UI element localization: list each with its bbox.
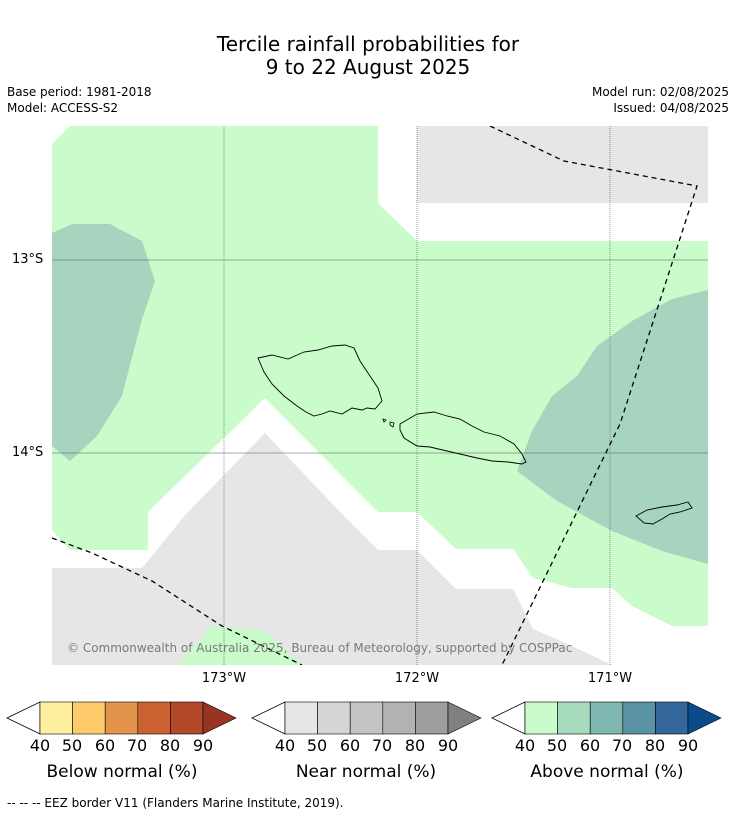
colorbar-tick: 60 xyxy=(94,736,116,755)
colorbar-tick: 60 xyxy=(579,736,601,755)
colorbar-tick: 60 xyxy=(339,736,361,755)
above-normal-50-region-east xyxy=(517,290,708,564)
colorbar-segment-near-60 xyxy=(349,701,384,735)
colorbar-tick: 70 xyxy=(611,736,633,755)
colorbar-tick: 90 xyxy=(192,736,214,755)
near-normal-label: Near normal (%) xyxy=(295,762,437,782)
colorbar-segment-near-80 xyxy=(415,701,449,735)
near-normal-region-north xyxy=(417,126,708,203)
chart-title-line-1: Tercile rainfall probabilities for xyxy=(216,32,520,56)
colorbar-segment-below-80 xyxy=(170,701,204,735)
colorbar-segment-near-90 xyxy=(447,701,482,735)
eez-border xyxy=(489,126,698,665)
lat-label: 14°S xyxy=(12,445,44,460)
colorbar-tick: 40 xyxy=(29,736,51,755)
colorbar-segment-above-70 xyxy=(622,701,656,735)
probability-map xyxy=(52,126,708,665)
colorbar-tick: 50 xyxy=(546,736,568,755)
eez-border xyxy=(52,537,303,665)
issued-date: Issued: 04/08/2025 xyxy=(613,101,729,115)
above-normal-region-main xyxy=(52,126,708,626)
colorbar-segment-above-80 xyxy=(655,701,689,735)
above-normal-region-south xyxy=(178,626,302,665)
colorbar-segment-below-40 xyxy=(39,701,73,735)
colorbar-segment-above-40 xyxy=(524,701,558,735)
colorbar-segment-near-50 xyxy=(317,701,351,735)
colorbar-tick: 90 xyxy=(437,736,459,755)
below-normal-label: Below normal (%) xyxy=(46,762,198,782)
colorbars xyxy=(6,701,722,735)
eez-footnote: -- -- -- EEZ border V11 (Flanders Marine… xyxy=(7,796,344,810)
colorbar-above-normal xyxy=(491,701,722,735)
colorbar-segment-above-90 xyxy=(687,701,722,735)
colorbar-tick: 40 xyxy=(274,736,296,755)
lon-label: 173°W xyxy=(201,671,247,686)
colorbar-segment-below-90 xyxy=(202,701,237,735)
upolu-island xyxy=(399,411,527,465)
colorbar-tick: 80 xyxy=(644,736,666,755)
colorbar-segment-below-50 xyxy=(72,701,106,735)
lat-label: 13°S xyxy=(12,252,44,267)
colorbar-tick: 70 xyxy=(371,736,393,755)
colorbar-tick: 50 xyxy=(306,736,328,755)
colorbar-segment-below-60 xyxy=(104,701,139,735)
copyright-notice: © Commonwealth of Australia 2025, Bureau… xyxy=(67,641,573,655)
colorbar-segment-above-50 xyxy=(557,701,591,735)
colorbar-tick: 90 xyxy=(677,736,699,755)
base-period: Base period: 1981-2018 xyxy=(7,85,152,99)
colorbar-below-normal xyxy=(6,701,237,735)
colorbar-tick: 80 xyxy=(404,736,426,755)
colorbar-tick: 40 xyxy=(514,736,536,755)
tutuila-island xyxy=(635,501,693,525)
colorbar-tick: 80 xyxy=(159,736,181,755)
colorbar-segment-near-70 xyxy=(382,701,416,735)
colorbar-near-normal xyxy=(251,701,482,735)
colorbar-tick: 70 xyxy=(126,736,148,755)
colorbar-segment-above-60 xyxy=(589,701,624,735)
above-normal-label: Above normal (%) xyxy=(530,762,684,782)
lon-label: 171°W xyxy=(587,671,633,686)
above-normal-50-region-west xyxy=(52,224,155,461)
colorbar-segment-near-40 xyxy=(284,701,318,735)
colorbar-tick: 50 xyxy=(61,736,83,755)
savaii-island xyxy=(257,344,383,417)
model-name: Model: ACCESS-S2 xyxy=(7,101,119,115)
colorbar-segment-below-70 xyxy=(137,701,171,735)
model-run: Model run: 02/08/2025 xyxy=(591,85,729,99)
chart-title-line-2: 9 to 22 August 2025 xyxy=(265,55,471,79)
lon-label: 172°W xyxy=(394,671,440,686)
